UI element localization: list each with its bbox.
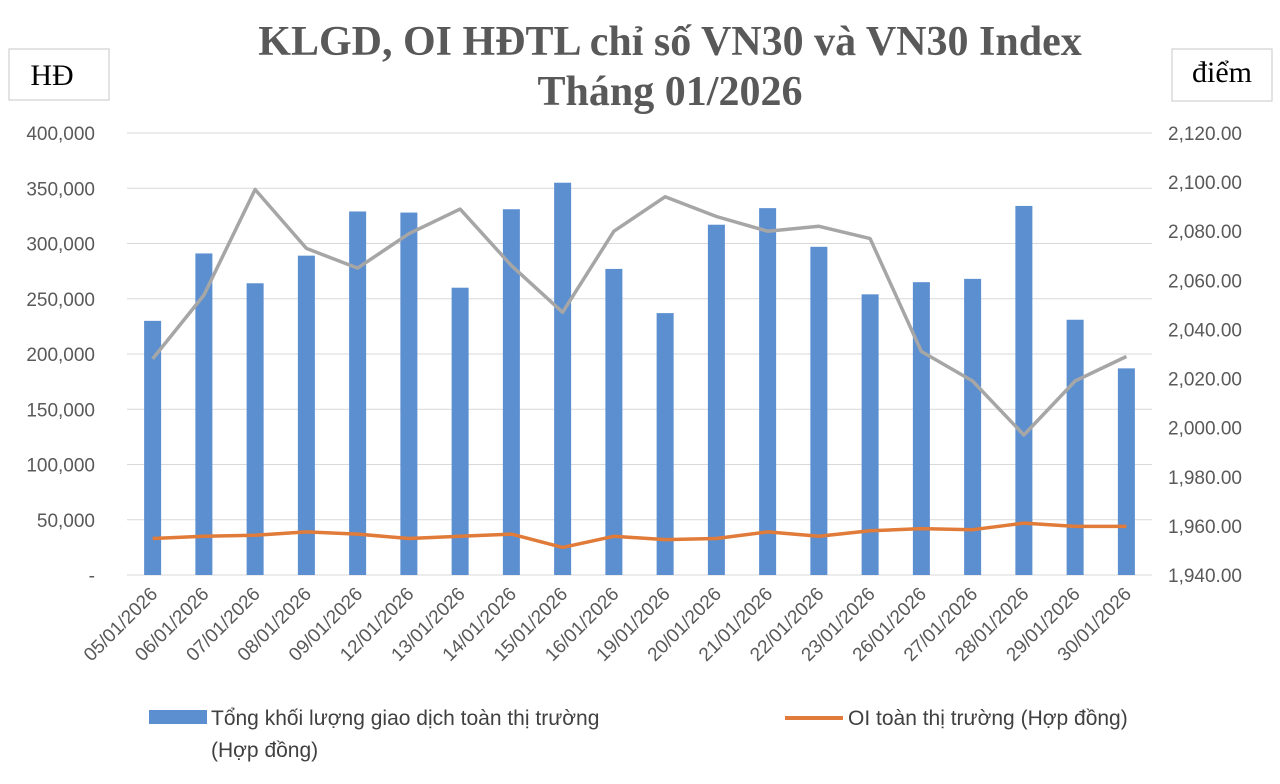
chart-title-line-1: KLGD, OI HĐTL chỉ số VN30 và VN30 Index (258, 19, 1081, 65)
y-left-tick-label: 150,000 (26, 400, 95, 421)
y-right-tick-label: 2,080.00 (1168, 222, 1242, 243)
bar (707, 224, 725, 575)
bar (400, 212, 418, 575)
y-left-tick-label: 250,000 (26, 290, 95, 311)
y-left-tick-label: 400,000 (26, 124, 95, 145)
bar (1015, 205, 1033, 575)
legend-item-oi: OI toàn thị trường (Hợp đồng) (785, 707, 1128, 730)
y-right-tick-label: 2,040.00 (1168, 320, 1242, 341)
x-axis: 05/01/202606/01/202607/01/202608/01/2026… (80, 584, 1136, 666)
y-left-tick-label: - (89, 566, 95, 587)
y-left-tick-label: 300,000 (26, 235, 95, 256)
y-right-tick-label: 2,120.00 (1168, 124, 1242, 145)
bar (144, 320, 162, 575)
y-right-tick-label: 1,940.00 (1168, 566, 1242, 587)
bar (554, 182, 572, 575)
y-right-tick-label: 2,020.00 (1168, 370, 1242, 391)
bar (502, 209, 520, 575)
bar (195, 253, 213, 575)
bar (810, 246, 828, 575)
y-right-axis: 1,940.00 1,960.00 1,980.00 2,000.00 2,020.00… (1168, 124, 1242, 587)
y-left-tick-label: 200,000 (26, 345, 95, 366)
chart-title-line-2: Tháng 01/2026 (538, 69, 803, 115)
series-line-oi (152, 521, 1127, 550)
y-left-axis: - 50,000 100,000 150,000 200,000 250,000 300,0… (26, 124, 95, 587)
y-left-tick-label: 100,000 (26, 456, 95, 477)
bar (656, 313, 674, 575)
y-right-tick-label: 2,100.00 (1168, 173, 1242, 194)
legend-label-volume-line-1: Tổng khối lượng giao dịch toàn thị trườn… (211, 707, 599, 730)
bar (964, 278, 982, 575)
bar (759, 208, 777, 575)
legend-swatch-volume (149, 710, 207, 724)
bar (605, 268, 623, 575)
bar (861, 294, 879, 575)
y-right-tick-label: 1,980.00 (1168, 468, 1242, 489)
series-line-vn30-index (151, 187, 1128, 437)
bar (1117, 368, 1135, 575)
y-left-tick-label: 50,000 (37, 511, 95, 532)
bar (297, 255, 315, 575)
left-unit-box: HĐ (8, 48, 110, 101)
legend-item-volume: Tổng khối lượng giao dịch toàn thị trườn… (149, 707, 599, 762)
y-right-tick-label: 2,060.00 (1168, 271, 1242, 292)
line-series (151, 187, 1128, 550)
bar (1066, 319, 1084, 575)
bar (451, 287, 469, 575)
volume-bars (144, 182, 1135, 575)
legend-label-volume-line-2: (Hợp đồng) (211, 739, 318, 762)
bar (246, 283, 264, 575)
legend-label-oi: OI toàn thị trường (Hợp đồng) (848, 707, 1128, 730)
chart-title: KLGD, OI HĐTL chỉ số VN30 và VN30 Index … (258, 19, 1081, 115)
gridlines (127, 132, 1152, 576)
bar (349, 211, 367, 575)
y-right-tick-label: 2,000.00 (1168, 419, 1242, 440)
legend: Tổng khối lượng giao dịch toàn thị trườn… (149, 707, 1128, 762)
bar (912, 282, 930, 575)
y-left-tick-label: 350,000 (26, 179, 95, 200)
left-unit-label: HĐ (30, 59, 73, 92)
right-unit-box: điểm (1171, 48, 1273, 102)
right-unit-label: điểm (1192, 56, 1252, 89)
y-right-tick-label: 1,960.00 (1168, 517, 1242, 538)
